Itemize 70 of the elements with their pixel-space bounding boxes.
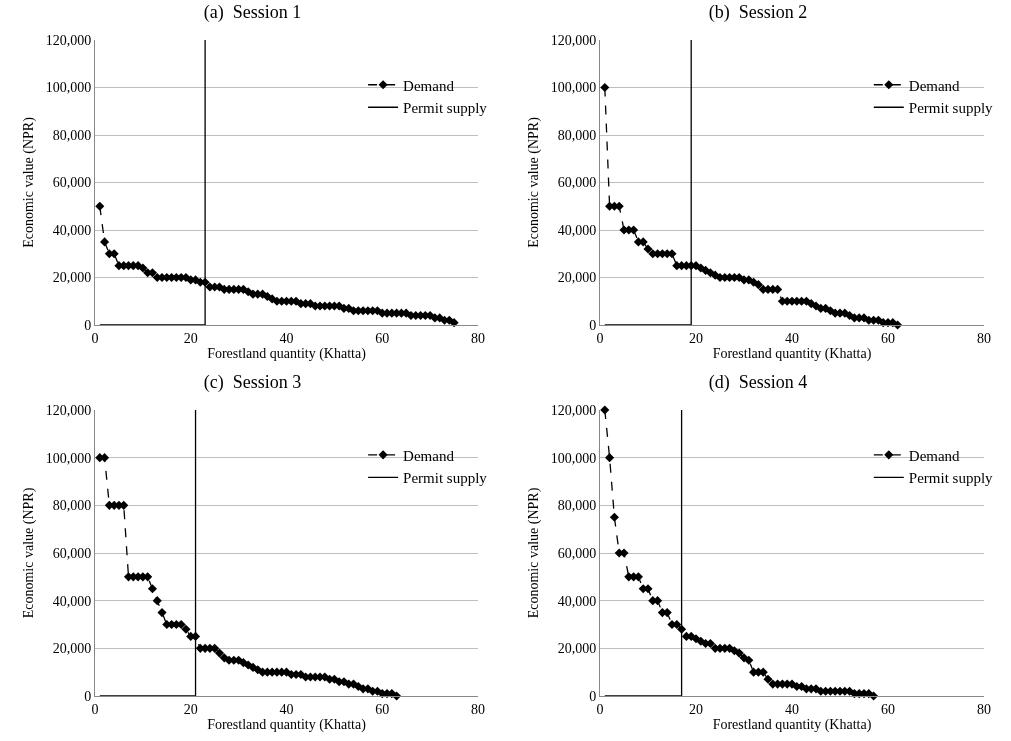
x-tick-label: 80: [977, 330, 991, 346]
x-tick-label: 60: [375, 330, 390, 346]
x-tick-label: 40: [279, 330, 294, 346]
chart-title: (b) Session 2: [708, 2, 808, 24]
y-tick-label: 80,000: [557, 127, 597, 143]
y-tick-label: 40,000: [557, 593, 597, 609]
y-axis-title: Economic value (NPR): [526, 487, 543, 619]
x-tick-label: 60: [881, 330, 895, 346]
chart-title: (d) Session 4: [708, 372, 808, 394]
point: [734, 648, 744, 658]
y-axis-title: Economic value (NPR): [21, 116, 38, 248]
point: [609, 512, 619, 522]
chart-title: (c) Session 3: [203, 372, 302, 394]
y-tick-label: 100,000: [45, 450, 92, 466]
legend-label: Demand: [908, 77, 961, 94]
x-tick-label: 20: [689, 330, 703, 346]
chart-title: (a) Session 1: [203, 2, 302, 24]
legend-label: Demand: [403, 447, 455, 464]
y-tick-label: 80,000: [52, 127, 92, 143]
legend-label: Permit supply: [908, 470, 994, 487]
y-tick-label: 0: [84, 317, 92, 333]
y-tick-label: 40,000: [52, 593, 92, 609]
y-tick-label: 20,000: [52, 270, 92, 286]
legend-label: Demand: [403, 77, 455, 94]
x-tick-label: 60: [881, 701, 895, 717]
y-tick-label: 0: [84, 688, 92, 704]
x-tick-label: 20: [183, 330, 198, 346]
y-tick-label: 0: [589, 317, 597, 333]
y-tick-label: 60,000: [557, 545, 597, 561]
x-axis-title: Forestland quantity (Khatta): [712, 716, 872, 733]
y-tick-label: 120,000: [550, 32, 597, 48]
x-tick-label: 40: [785, 701, 799, 717]
point: [605, 453, 615, 463]
point: [763, 674, 773, 684]
y-axis-title: Economic value (NPR): [526, 116, 543, 248]
x-tick-label: 80: [471, 701, 485, 717]
y-tick-label: 60,000: [52, 175, 92, 191]
y-tick-label: 60,000: [52, 545, 92, 561]
y-tick-label: 80,000: [557, 498, 597, 514]
y-tick-label: 100,000: [550, 450, 597, 466]
y-tick-label: 100,000: [45, 80, 92, 96]
x-tick-label: 40: [785, 330, 799, 346]
y-tick-label: 120,000: [45, 402, 92, 418]
x-tick-label: 20: [183, 701, 198, 717]
legend-label: Permit supply: [403, 100, 488, 117]
y-tick-label: 60,000: [557, 175, 597, 191]
x-tick-label: 60: [375, 701, 390, 717]
legend-label: Demand: [908, 447, 961, 464]
x-tick-label: 40: [279, 701, 294, 717]
legend-label: Permit supply: [908, 100, 994, 117]
y-tick-label: 40,000: [557, 222, 597, 238]
y-tick-label: 40,000: [52, 222, 92, 238]
y-tick-label: 0: [589, 688, 597, 704]
y-axis-title: Economic value (NPR): [21, 487, 38, 619]
x-axis-title: Forestland quantity (Khatta): [207, 716, 367, 733]
y-tick-label: 100,000: [550, 80, 597, 96]
y-tick-label: 20,000: [557, 270, 597, 286]
x-tick-label: 20: [689, 701, 703, 717]
y-tick-label: 120,000: [45, 32, 92, 48]
x-tick-label: 80: [977, 701, 991, 717]
point: [600, 405, 610, 415]
y-tick-label: 20,000: [557, 641, 597, 657]
y-tick-label: 120,000: [550, 402, 597, 418]
x-axis-title: Forestland quantity (Khatta): [712, 345, 872, 362]
legend-label: Permit supply: [403, 470, 488, 487]
x-tick-label: 80: [471, 330, 485, 346]
x-axis-title: Forestland quantity (Khatta): [207, 345, 367, 362]
point: [744, 655, 754, 665]
y-tick-label: 80,000: [52, 498, 92, 514]
y-tick-label: 20,000: [52, 641, 92, 657]
